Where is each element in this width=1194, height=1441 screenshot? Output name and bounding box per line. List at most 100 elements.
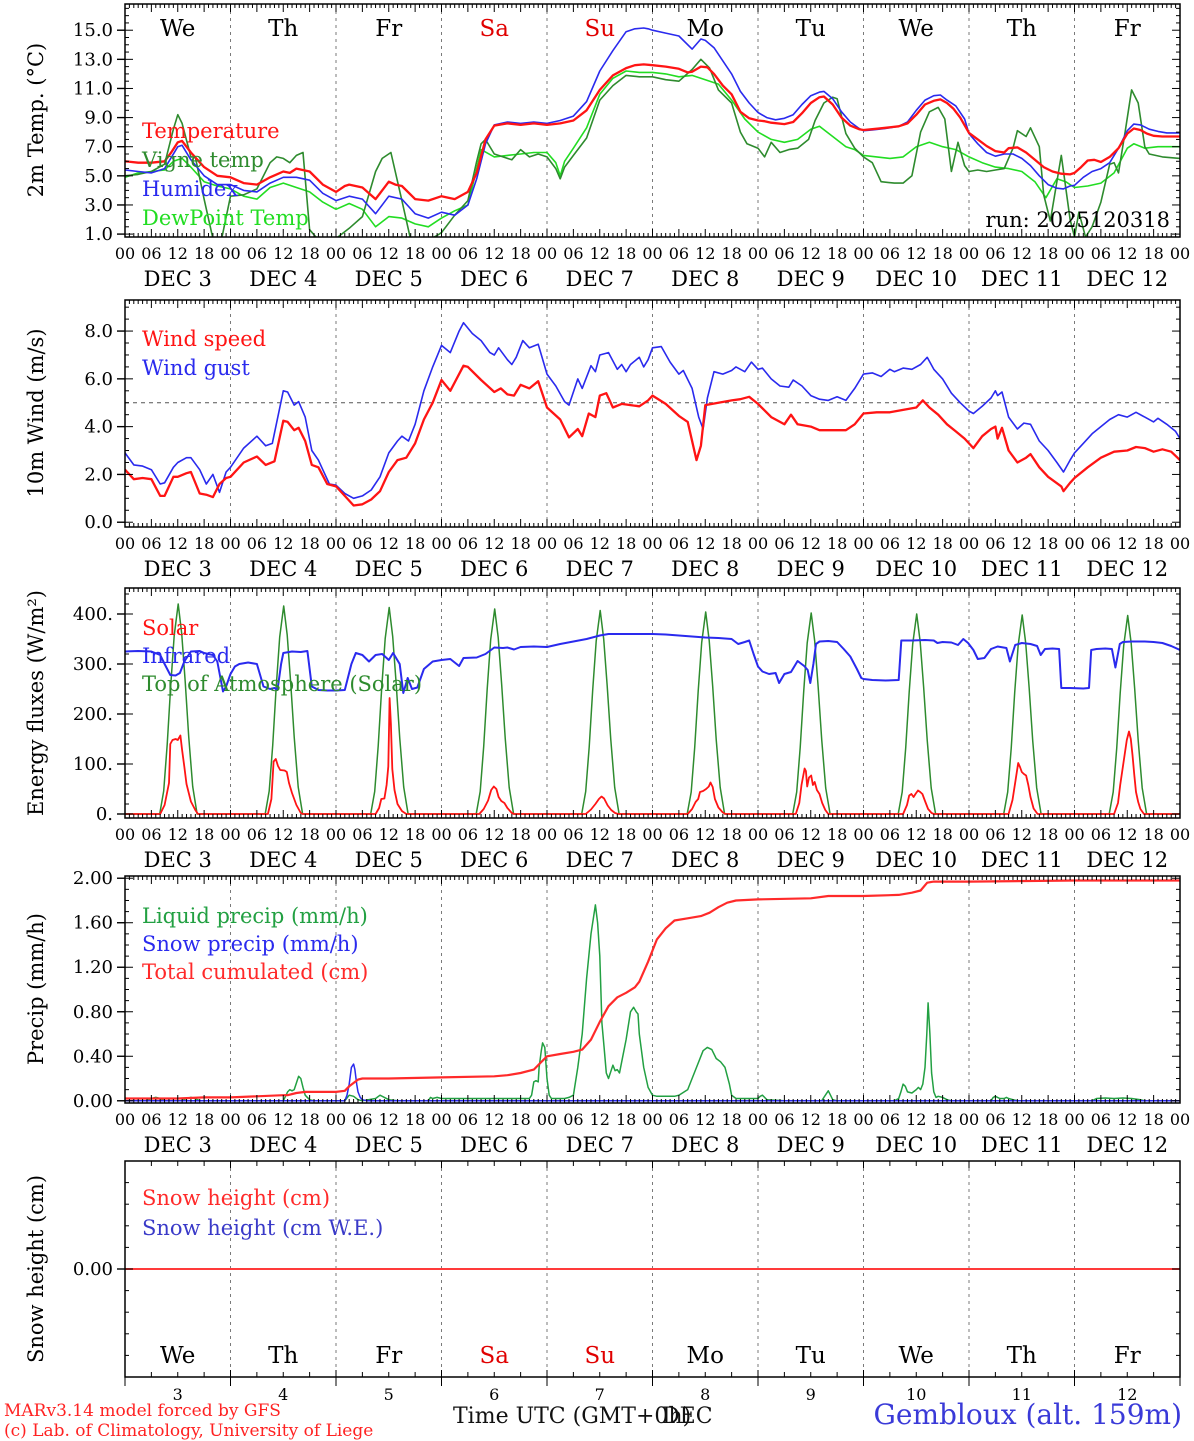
- hour-label: 06: [880, 1110, 900, 1129]
- y-tick-label: 0.80: [73, 1002, 113, 1023]
- date-label: DEC 4: [249, 848, 317, 872]
- hour-label: 12: [168, 1110, 188, 1129]
- day-name-label: We: [160, 16, 195, 42]
- date-label: DEC 9: [777, 267, 845, 291]
- hour-label: 06: [1091, 1110, 1111, 1129]
- hour-label: 12: [484, 1110, 504, 1129]
- hour-label: 00: [431, 1110, 451, 1129]
- legend-liquid-precip: Liquid precip (mm/h): [142, 904, 368, 928]
- hour-label: 18: [932, 244, 952, 263]
- hour-label: 00: [1064, 244, 1084, 263]
- hour-label: 06: [774, 825, 794, 844]
- day-name-label: Fr: [1114, 16, 1141, 42]
- series-total-cumulated: [125, 879, 1180, 1100]
- day-name-label: Mo: [687, 1343, 724, 1369]
- hour-label: 18: [616, 244, 636, 263]
- y-tick-label: 15.0: [73, 20, 113, 41]
- hour-label: 18: [510, 244, 530, 263]
- hour-label: 00: [959, 1110, 979, 1129]
- y-tick-label: 13.0: [73, 49, 113, 70]
- hour-label: 18: [721, 244, 741, 263]
- hour-label: 06: [774, 534, 794, 553]
- hour-label: 18: [616, 825, 636, 844]
- hour-label: 18: [1038, 534, 1058, 553]
- y-tick-label: 0.40: [73, 1046, 113, 1067]
- hour-label: 18: [616, 1110, 636, 1129]
- hour-label: 12: [1012, 534, 1032, 553]
- lab-credit: (c) Lab. of Climatology, University of L…: [4, 1421, 374, 1441]
- hour-label: 06: [141, 244, 161, 263]
- date-label: DEC 12: [1086, 1133, 1168, 1157]
- hour-label: 06: [985, 244, 1005, 263]
- y-tick-label: 2.0: [84, 464, 113, 485]
- day-name-label: Th: [268, 1343, 298, 1369]
- time-axis-unit: DEC: [662, 1404, 713, 1429]
- hour-label: 00: [220, 825, 240, 844]
- y-axis-title-snow: Snow height (cm): [24, 1174, 48, 1364]
- date-label: DEC 10: [875, 848, 957, 872]
- date-label: DEC 3: [144, 557, 212, 581]
- hour-label: 06: [352, 825, 372, 844]
- hour-label: 00: [853, 825, 873, 844]
- hour-label: 12: [906, 825, 926, 844]
- y-axis-title-temp: 2m Temp. (°C): [24, 42, 48, 198]
- date-label: DEC 10: [875, 1133, 957, 1157]
- date-label: DEC 8: [671, 1133, 739, 1157]
- day-name-label: Fr: [375, 16, 402, 42]
- day-name-label: Mo: [687, 16, 724, 42]
- hour-label: 06: [247, 825, 267, 844]
- series-liquid-precip: [125, 904, 1180, 1102]
- hour-label: 18: [299, 1110, 319, 1129]
- day-number-label: 5: [384, 1385, 394, 1404]
- hour-label: 18: [827, 825, 847, 844]
- hour-label: 12: [273, 244, 293, 263]
- hour-label: 00: [537, 1110, 557, 1129]
- hour-label: 18: [405, 534, 425, 553]
- y-tick-label: 100.: [73, 754, 113, 775]
- hour-label: 00: [748, 244, 768, 263]
- hour-label: 06: [247, 244, 267, 263]
- hour-label: 12: [906, 244, 926, 263]
- hour-label: 12: [695, 1110, 715, 1129]
- legend-wind-gust: Wind gust: [142, 356, 250, 380]
- hour-label: 06: [352, 534, 372, 553]
- hour-label: 12: [1012, 244, 1032, 263]
- day-number-label: 12: [1117, 1385, 1137, 1404]
- hour-label: 12: [695, 244, 715, 263]
- hour-label: 18: [1143, 244, 1163, 263]
- hour-label: 18: [721, 534, 741, 553]
- y-tick-label: 0.: [96, 804, 113, 825]
- hour-label: 00: [642, 534, 662, 553]
- hour-label: 18: [1143, 1110, 1163, 1129]
- hour-label: 00: [1170, 534, 1190, 553]
- day-number-label: 3: [173, 1385, 183, 1404]
- date-label: DEC 4: [249, 1133, 317, 1157]
- hour-label: 06: [774, 244, 794, 263]
- hour-label: 12: [1117, 244, 1137, 263]
- model-credit: MARv3.14 model forced by GFS: [4, 1401, 281, 1421]
- hour-label: 18: [194, 825, 214, 844]
- hour-label: 12: [1117, 825, 1137, 844]
- date-label: DEC 7: [566, 557, 634, 581]
- date-label: DEC 6: [460, 848, 528, 872]
- y-tick-label: 0.00: [73, 1091, 113, 1112]
- hour-label: 12: [273, 825, 293, 844]
- hour-label: 18: [721, 825, 741, 844]
- hour-label: 06: [563, 1110, 583, 1129]
- hour-label: 00: [748, 534, 768, 553]
- date-label: DEC 11: [981, 1133, 1063, 1157]
- date-label: DEC 5: [355, 557, 423, 581]
- hour-label: 12: [906, 1110, 926, 1129]
- date-label: DEC 6: [460, 1133, 528, 1157]
- hour-label: 18: [194, 534, 214, 553]
- hour-label: 06: [1091, 825, 1111, 844]
- y-axis-title-precip: Precip (mm/h): [24, 912, 48, 1066]
- date-label: DEC 9: [777, 1133, 845, 1157]
- hour-label: 06: [247, 534, 267, 553]
- hour-label: 06: [563, 534, 583, 553]
- day-name-label: We: [899, 16, 934, 42]
- hour-label: 18: [299, 534, 319, 553]
- hour-label: 18: [299, 244, 319, 263]
- hour-label: 18: [721, 1110, 741, 1129]
